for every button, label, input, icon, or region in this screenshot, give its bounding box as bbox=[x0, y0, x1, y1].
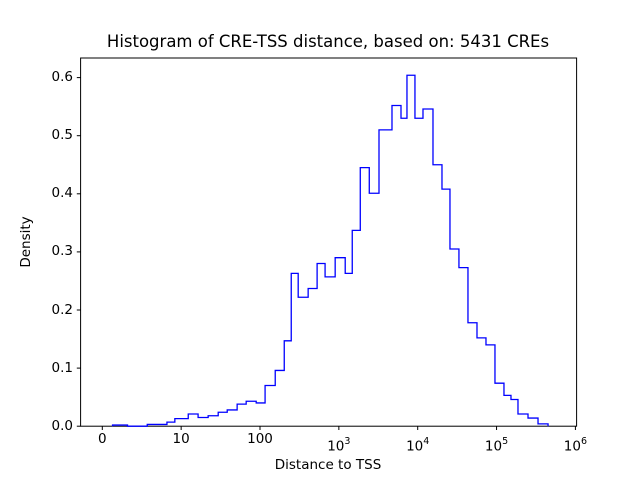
y-tick-label: 0.4 bbox=[51, 185, 73, 202]
chart-title: Histogram of CRE-TSS distance, based on:… bbox=[106, 32, 550, 51]
x-tick-label: 106 bbox=[563, 435, 587, 454]
y-tick-label: 0.1 bbox=[51, 359, 73, 376]
y-tick-label: 0.2 bbox=[51, 301, 73, 318]
x-tick-label: 103 bbox=[327, 435, 351, 454]
x-tick-label: 105 bbox=[484, 435, 509, 454]
y-tick-label: 0.0 bbox=[51, 417, 73, 434]
x-tick-label: 104 bbox=[406, 435, 430, 454]
axes-spines bbox=[80, 57, 578, 427]
y-tick-label: 0.3 bbox=[51, 243, 73, 260]
x-tick-label: 0 bbox=[98, 430, 107, 447]
y-tick-label: 0.5 bbox=[51, 127, 73, 144]
histogram-step-line bbox=[111, 74, 549, 427]
y-tick-label: 0.6 bbox=[51, 69, 73, 86]
x-axis-label: Distance to TSS bbox=[274, 457, 382, 473]
x-tick-label: 10 bbox=[172, 430, 190, 447]
x-tick-label: 100 bbox=[247, 430, 273, 447]
